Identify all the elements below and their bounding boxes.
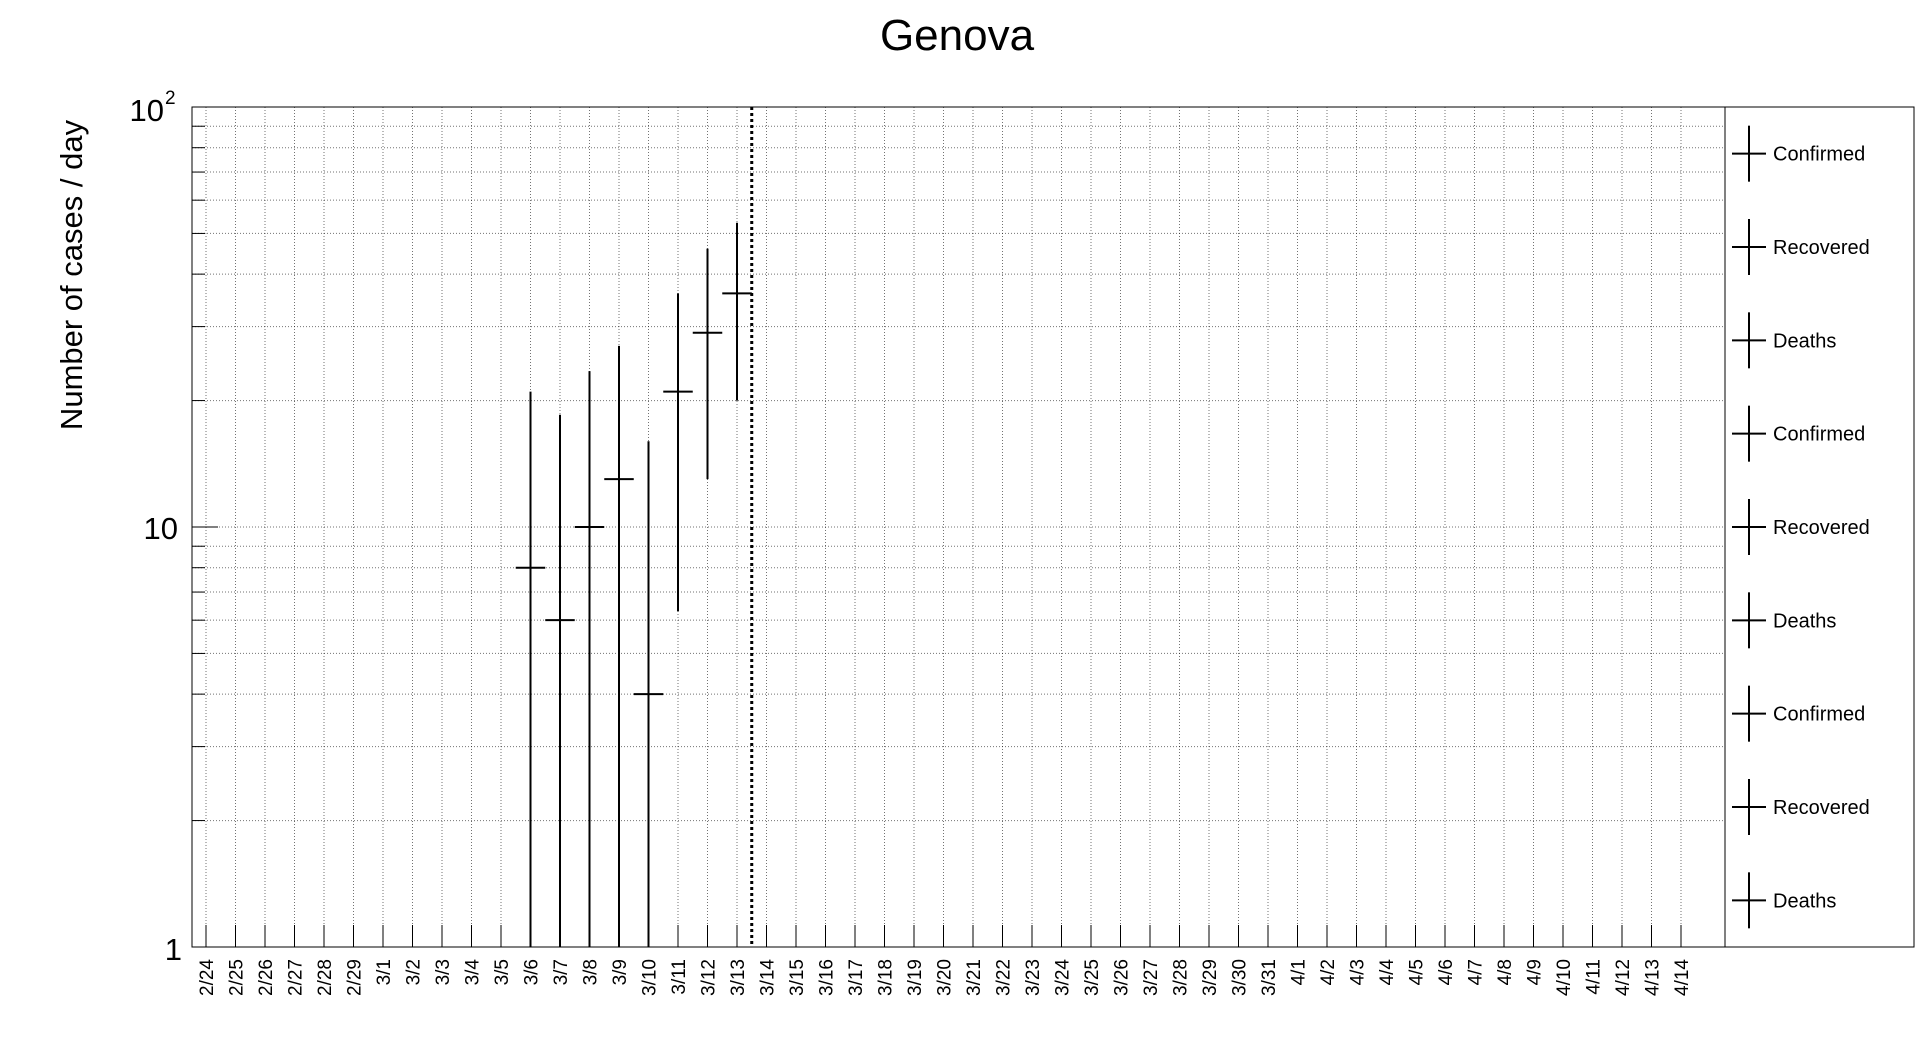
legend-label: Confirmed [1773, 424, 1865, 446]
x-tick-label: 3/4 [463, 959, 484, 986]
plot-frame [191, 106, 1726, 948]
x-tick-label: 2/25 [227, 959, 248, 996]
legend-entry: Deaths [1732, 312, 1836, 369]
data-point [574, 371, 605, 947]
x-tick-label: 3/28 [1171, 959, 1192, 996]
svg-text:10: 10 [130, 93, 164, 128]
legend-entry: Deaths [1732, 592, 1836, 649]
x-tick-label: 3/29 [1200, 959, 1221, 996]
data-point [722, 222, 752, 401]
x-tick-label: 2/29 [345, 959, 366, 996]
x-tick-label: 4/5 [1407, 959, 1428, 985]
x-tick-label: 4/6 [1436, 959, 1457, 985]
legend-entry: Deaths [1732, 872, 1836, 929]
x-axis: 2/24 2/25 2/26 2/27 2/28 2/29 3/1 3/2 3/3 3/4 3/5 3… [197, 925, 1693, 996]
x-tick-label: 4/9 [1525, 959, 1546, 985]
legend-label: Deaths [1773, 330, 1836, 352]
x-tick-label: 3/7 [551, 959, 572, 985]
x-tick-label: 3/27 [1141, 959, 1162, 996]
data-points [515, 222, 752, 947]
x-tick-label: 3/21 [964, 959, 985, 996]
y-tick-label-100: 10 2 [130, 88, 176, 128]
x-tick-label: 3/1 [374, 959, 395, 985]
x-tick-label: 4/8 [1495, 959, 1516, 985]
x-tick-label: 3/20 [935, 959, 956, 996]
x-tick-label: 4/3 [1348, 959, 1369, 985]
x-tick-label: 3/8 [581, 959, 602, 985]
legend-label: Recovered [1773, 237, 1870, 259]
x-tick-label: 3/18 [876, 959, 897, 996]
data-point [663, 293, 693, 612]
x-tick-label: 3/10 [640, 959, 661, 996]
legend: Confirmed Recovered Deaths Confirmed Recover… [1732, 125, 1870, 929]
data-point [515, 391, 546, 947]
x-tick-label: 3/6 [522, 959, 543, 985]
x-tick-label: 3/17 [846, 959, 867, 996]
x-tick-label: 3/30 [1230, 959, 1251, 996]
x-tick-label: 3/24 [1053, 959, 1074, 996]
legend-entry: Recovered [1732, 499, 1870, 555]
x-tick-label: 3/26 [1112, 959, 1133, 996]
legend-label: Deaths [1773, 610, 1836, 632]
legend-label: Recovered [1773, 797, 1870, 819]
legend-entry: Confirmed [1732, 125, 1865, 182]
x-tick-label: 4/7 [1466, 959, 1487, 985]
legend-label: Confirmed [1773, 704, 1865, 726]
legend-box [1724, 106, 1915, 948]
x-tick-label: 2/24 [197, 959, 218, 996]
y-tick-label-1: 1 [165, 932, 182, 967]
x-tick-label: 4/4 [1377, 959, 1398, 986]
x-tick-label: 4/13 [1643, 959, 1664, 996]
legend-entry: Confirmed [1732, 685, 1865, 742]
data-point [692, 248, 723, 480]
x-tick-label: 2/26 [256, 959, 277, 996]
x-tick-label: 3/19 [905, 959, 926, 996]
x-tick-label: 3/31 [1259, 959, 1280, 996]
x-tick-label: 3/5 [492, 959, 513, 985]
x-tick-label: 4/2 [1318, 959, 1339, 985]
legend-entry: Confirmed [1732, 405, 1865, 462]
x-tick-label: 3/25 [1082, 959, 1103, 996]
legend-entry: Recovered [1732, 219, 1870, 275]
x-tick-label: 3/14 [758, 959, 779, 996]
data-point [545, 414, 575, 947]
x-tick-label: 3/12 [699, 959, 720, 996]
y-axis-label: Number of cases / day [54, 119, 89, 430]
x-tick-label: 4/14 [1672, 959, 1693, 996]
legend-label: Recovered [1773, 517, 1870, 539]
legend-label: Confirmed [1773, 144, 1865, 166]
x-tick-label: 3/11 [669, 959, 690, 995]
x-tick-label: 2/28 [315, 959, 336, 996]
x-tick-label: 3/22 [994, 959, 1015, 996]
x-tick-label: 2/27 [286, 959, 307, 996]
y-tick-label-10: 10 [144, 511, 178, 546]
x-tick-label: 4/12 [1613, 959, 1634, 996]
data-point [633, 441, 664, 947]
grid [192, 107, 1725, 947]
x-tick-label: 3/16 [817, 959, 838, 996]
x-tick-label: 3/3 [433, 959, 454, 985]
x-tick-label: 3/15 [787, 959, 808, 996]
x-tick-label: 4/1 [1289, 959, 1310, 985]
chart-title: Genova [880, 11, 1035, 60]
y-axis: 1 10 10 2 [130, 88, 218, 967]
x-tick-label: 3/23 [1023, 959, 1044, 996]
x-tick-label: 3/9 [610, 959, 631, 985]
x-tick-label: 3/13 [728, 959, 749, 996]
data-point [604, 345, 634, 947]
x-tick-label: 4/11 [1584, 959, 1605, 995]
svg-text:2: 2 [165, 88, 176, 109]
x-tick-label: 4/10 [1554, 959, 1575, 996]
legend-label: Deaths [1773, 890, 1836, 912]
legend-entry: Recovered [1732, 779, 1870, 835]
x-tick-label: 3/2 [404, 959, 425, 985]
